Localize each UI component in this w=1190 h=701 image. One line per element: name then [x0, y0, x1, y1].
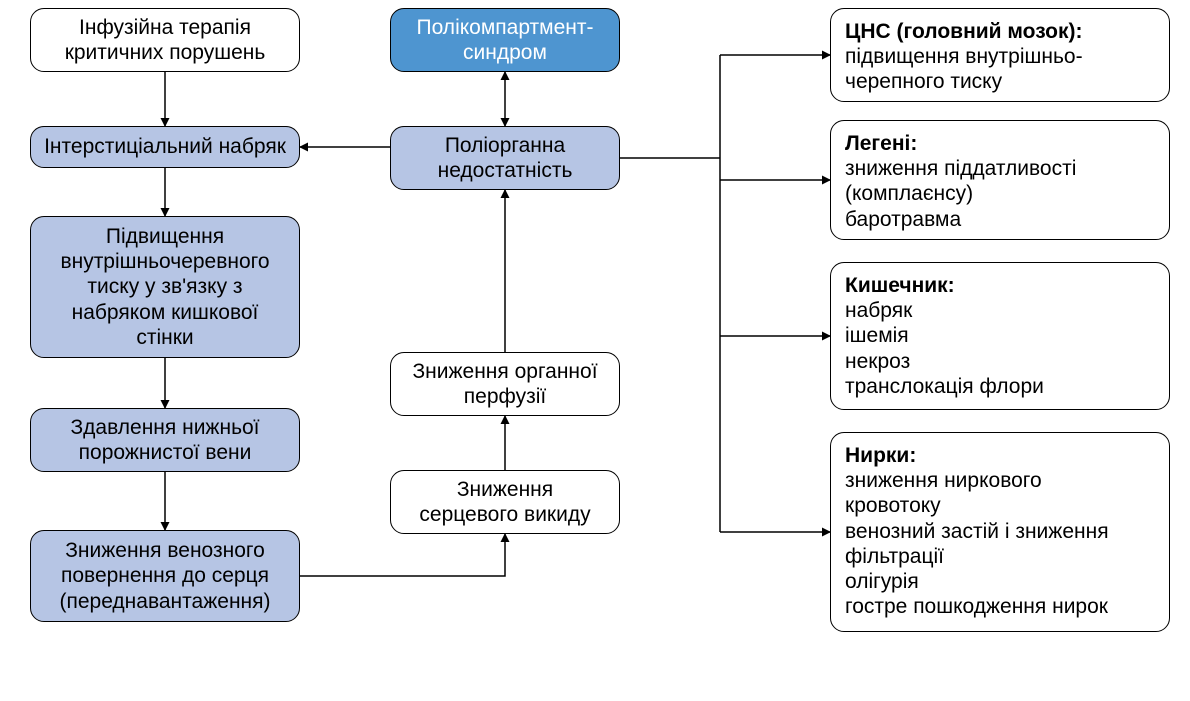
node-text: набрякішеміянекрозтранслокація флори [845, 298, 1044, 399]
node-n5: Зниження венозногоповернення до серця(пе… [30, 530, 300, 622]
node-n1: Інфузійна терапіякритичних порушень [30, 8, 300, 72]
node-n7: Поліорганнанедостатність [390, 126, 620, 190]
node-text: Інфузійна терапіякритичних порушень [65, 15, 266, 65]
node-title: Нирки: [845, 443, 1109, 468]
node-text: зниження піддатливості(комплаєнсу)баротр… [845, 156, 1076, 232]
node-n6: Полікомпартмент-синдром [390, 8, 620, 72]
node-n10: ЦНС (головний мозок):підвищення внутрішн… [830, 8, 1170, 102]
node-text: Зниження венозногоповернення до серця(пе… [59, 538, 270, 614]
node-n9: Зниженнясерцевого викиду [390, 470, 620, 534]
node-title: Кишечник: [845, 273, 1044, 298]
node-text: Зниження органноїперфузії [412, 359, 597, 409]
node-n12: Кишечник:набрякішеміянекрозтранслокація … [830, 262, 1170, 410]
node-text: Зниженнясерцевого викиду [419, 477, 590, 527]
node-title: Легені: [845, 131, 1076, 156]
node-text: Полікомпартмент-синдром [417, 15, 594, 65]
node-text: Поліорганнанедостатність [438, 133, 573, 183]
node-n8: Зниження органноїперфузії [390, 352, 620, 416]
node-n13: Нирки:зниження нирковогокровотокувенозни… [830, 432, 1170, 632]
edge-8 [300, 534, 505, 576]
node-text: Здавлення нижньоїпорожнистої вени [70, 415, 259, 465]
node-text: Інтерстиціальний набряк [44, 134, 286, 159]
node-title: ЦНС (головний мозок): [845, 19, 1083, 44]
node-n2: Інтерстиціальний набряк [30, 126, 300, 168]
node-text: зниження нирковогокровотокувенозний заст… [845, 468, 1109, 619]
node-n4: Здавлення нижньоїпорожнистої вени [30, 408, 300, 472]
node-n3: Підвищеннявнутрішньочеревноготиску у зв'… [30, 216, 300, 358]
node-text: підвищення внутрішньо-черепного тиску [845, 44, 1083, 94]
flowchart-canvas: Інфузійна терапіякритичних порушень Інтер… [0, 0, 1190, 701]
node-n11: Легені:зниження піддатливості(комплаєнсу… [830, 120, 1170, 240]
node-text: Підвищеннявнутрішньочеревноготиску у зв'… [60, 224, 269, 350]
